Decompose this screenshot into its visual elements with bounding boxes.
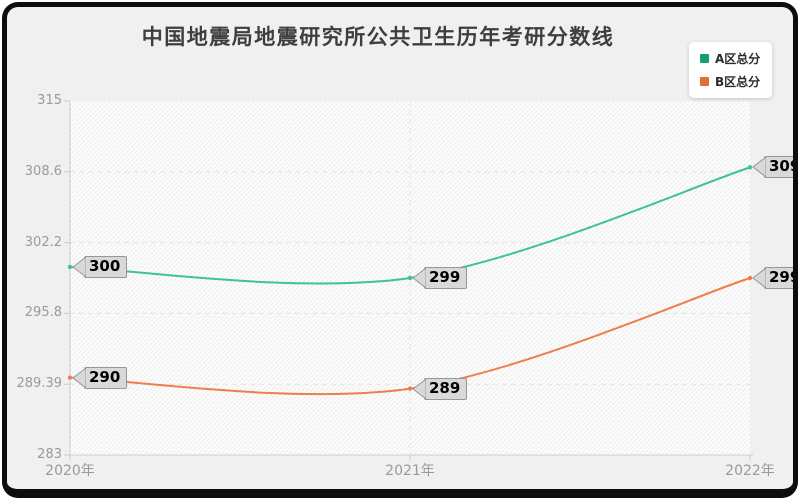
y-axis-label: 315 [37,93,62,108]
legend-marker-icon [700,77,709,86]
data-point [67,375,73,380]
badge-value: 299 [429,268,461,286]
legend-marker-icon [700,54,709,63]
data-point [747,165,753,170]
legend-item-0[interactable]: A区总分 [700,50,760,67]
badge-value: 289 [429,378,461,397]
y-axis-label: 302.2 [24,234,62,250]
badge-arrow-icon [412,377,427,400]
legend: A区总分 B区总分 [689,42,773,98]
badge-arrow-icon [752,156,767,179]
chart-title: 中国地震局地震研究所公共卫生历年考研分数线 [141,25,615,49]
legend-item-label: A区总分 [715,52,761,66]
data-label-badge: 300 [72,255,128,278]
badge-arrow-icon [752,266,767,290]
badge-arrow-icon [72,366,87,389]
badge-arrow-icon [72,255,87,278]
data-label-badge: 290 [72,366,128,389]
badge-value: 290 [89,367,121,386]
data-label-badge: 299 [412,266,468,290]
data-point [407,275,413,281]
y-axis-label: 308.6 [24,163,62,179]
y-axis-label: 295.8 [24,305,62,321]
y-axis-label: 283 [37,447,62,462]
badge-value: 299 [769,268,798,286]
data-point [407,386,413,391]
legend-item-label: B区总分 [715,75,761,89]
x-axis-label: 2021年 [385,463,435,479]
badge-value: 300 [89,256,121,275]
data-label-badge: 299 [752,266,798,290]
data-label-badge: 309 [752,156,798,179]
badge-value: 309 [769,157,798,176]
data-label-badge: 289 [412,377,468,400]
x-axis-label: 2022年 [725,463,775,479]
legend-item-1[interactable]: B区总分 [700,73,760,90]
x-axis-label: 2020年 [45,463,95,479]
data-point [747,275,753,281]
data-point [67,264,73,270]
y-axis-label: 289.39 [16,376,63,392]
badge-arrow-icon [412,266,427,290]
